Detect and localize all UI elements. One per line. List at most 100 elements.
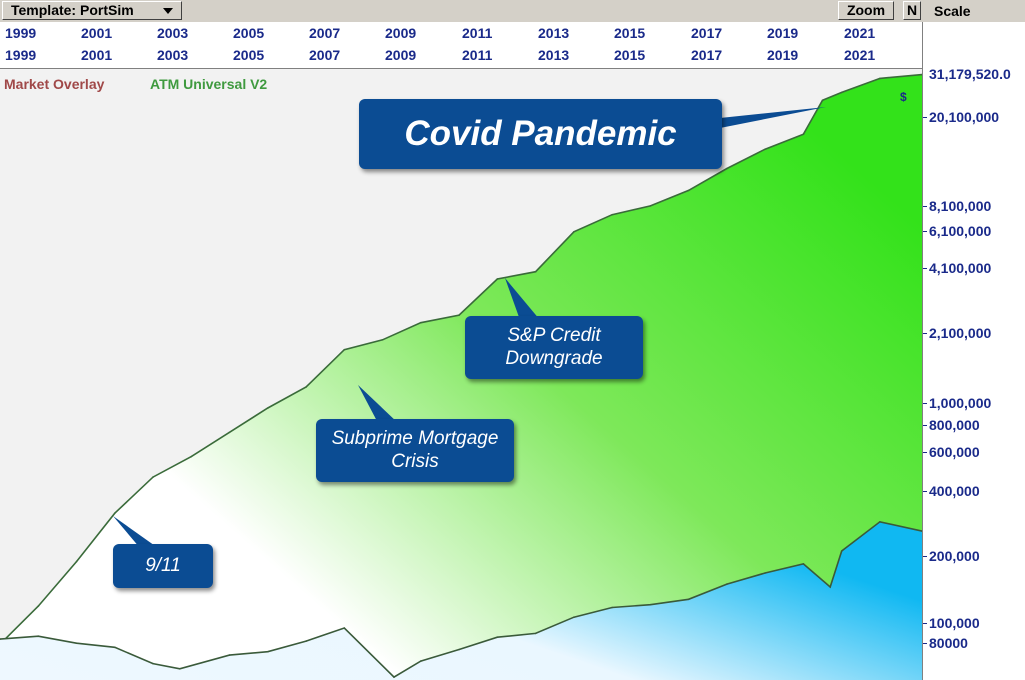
market-point	[649, 603, 652, 606]
year-label: 2003	[157, 47, 189, 63]
market-point	[840, 550, 843, 552]
year-label: 2009	[385, 25, 417, 41]
year-label: 2013	[538, 47, 570, 63]
tick-mark	[923, 623, 927, 624]
year-label: 2001	[81, 25, 113, 41]
year-label: 2021	[844, 47, 876, 63]
tick-label: 200,000	[929, 548, 980, 564]
equity-point	[687, 189, 690, 192]
tick-label: 20,100,000	[929, 109, 1000, 125]
tick-mark	[923, 452, 927, 453]
tick-label: 400,000	[929, 483, 980, 499]
year-label: 2007	[309, 25, 341, 41]
tick-mark	[923, 231, 927, 232]
year-label: 2017	[691, 47, 723, 63]
year-label: 2021	[844, 25, 876, 41]
market-point	[687, 598, 690, 601]
tick-label: 800,000	[929, 417, 980, 433]
market-point	[458, 648, 460, 651]
equity-point	[649, 205, 652, 207]
tick-label: 80000	[929, 635, 968, 651]
year-label: 2005	[233, 47, 265, 63]
equity-point	[37, 605, 40, 607]
tick-label: 1,000,000	[929, 395, 992, 411]
equity-point	[343, 348, 346, 351]
equity-point	[726, 167, 728, 170]
tick-mark	[923, 403, 927, 404]
tick-mark	[923, 556, 927, 557]
equity-point	[114, 512, 116, 514]
market-point	[267, 650, 269, 653]
tick-mark	[923, 333, 927, 334]
currency-marker: $	[900, 90, 907, 104]
market-point	[393, 676, 395, 678]
market-point	[573, 616, 575, 618]
market-point	[75, 642, 78, 644]
legend-market-overlay: Market Overlay	[4, 76, 105, 92]
year-label: 2011	[462, 47, 493, 63]
tick-label: 4,100,000	[929, 260, 992, 276]
tick-mark	[923, 206, 927, 207]
price-scale[interactable]: 31,179,520.0 20,100,000 8,100,000 6,100,…	[922, 22, 1025, 680]
market-area	[0, 521, 922, 680]
year-label: 2015	[614, 25, 646, 41]
year-label: 2009	[385, 47, 417, 63]
market-point	[114, 646, 116, 649]
equity-point	[921, 73, 922, 76]
equity-point	[75, 560, 78, 563]
year-label: 1999	[5, 47, 37, 63]
equity-point	[305, 386, 307, 388]
equity-point	[152, 476, 154, 478]
equity-point	[764, 148, 766, 150]
year-label: 2013	[538, 25, 570, 41]
callout-sp-downgrade: S&P Credit Downgrade	[465, 316, 643, 379]
equity-point	[879, 77, 881, 80]
market-point	[534, 632, 537, 635]
market-point	[37, 635, 40, 637]
year-label: 2003	[157, 25, 189, 41]
callout-covid: Covid Pandemic	[359, 99, 722, 169]
equity-point	[228, 431, 231, 434]
equity-point	[840, 91, 843, 94]
year-label: 2007	[309, 47, 341, 63]
year-label: 2019	[767, 47, 799, 63]
year-label: 2005	[233, 25, 265, 41]
tick-label: 600,000	[929, 444, 980, 460]
last-value-label: 31,179,520.0	[929, 66, 1011, 82]
market-point	[496, 636, 499, 638]
market-point	[611, 606, 613, 609]
market-point	[921, 530, 922, 532]
market-point	[305, 640, 307, 642]
equity-point	[534, 270, 537, 273]
zoom-button[interactable]: Zoom	[838, 1, 894, 20]
equity-point	[802, 133, 805, 135]
equity-point	[381, 339, 384, 341]
market-point	[228, 654, 231, 656]
year-label: 1999	[5, 25, 37, 41]
tick-mark	[923, 643, 927, 644]
tick-mark	[923, 491, 927, 492]
scale-label: Scale	[934, 3, 971, 19]
equity-point	[190, 455, 193, 458]
market-line	[0, 520, 922, 679]
equity-point	[458, 314, 460, 316]
chevron-down-icon	[163, 8, 173, 14]
equity-point	[267, 407, 269, 409]
market-point	[343, 627, 346, 629]
year-axis: 1999 2001 2003 2005 2007 2009 2011 2013 …	[0, 22, 922, 69]
market-point	[829, 586, 831, 588]
callout-nine-eleven: 9/11	[113, 544, 213, 588]
market-point	[879, 521, 881, 523]
tick-mark	[923, 268, 927, 269]
tick-mark	[923, 425, 927, 426]
n-button[interactable]: N	[903, 1, 921, 20]
tick-label: 100,000	[929, 615, 980, 631]
market-point	[420, 660, 422, 662]
year-label: 2019	[767, 25, 799, 41]
market-point	[152, 662, 154, 665]
equity-point	[821, 99, 824, 102]
market-point	[764, 572, 766, 574]
template-dropdown[interactable]: Template: PortSim	[2, 1, 182, 20]
year-label: 2017	[691, 25, 723, 41]
equity-point	[496, 278, 499, 280]
